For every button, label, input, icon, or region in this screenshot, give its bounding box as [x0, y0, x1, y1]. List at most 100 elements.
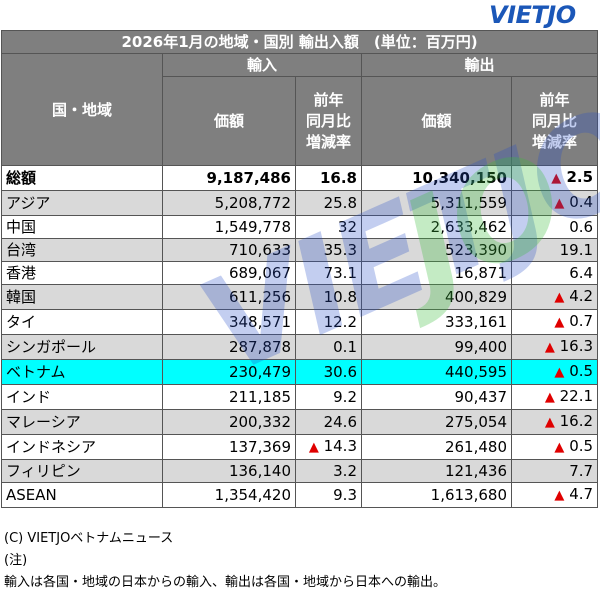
cell-import: 137,369	[162, 434, 296, 460]
cell-value: 9,187,486	[206, 169, 291, 187]
cell-export-yoy: ▲ 22.1	[510, 384, 599, 410]
cell-value: インド	[6, 388, 52, 406]
cell-export-yoy: ▲ 0.7	[510, 309, 599, 335]
cell-value: 32	[337, 218, 357, 236]
cell-import: 611,256	[162, 284, 296, 310]
cell-value: 137,369	[228, 438, 291, 456]
cell-export: 5,311,559	[361, 190, 512, 216]
cell-value: 689,067	[228, 264, 291, 282]
cell-import: 710,633	[162, 238, 296, 262]
cell-value: 0.5	[569, 437, 594, 455]
cell-value: 211,185	[228, 388, 291, 406]
cell-export: 333,161	[361, 309, 512, 335]
cell-value: 9.3	[333, 486, 357, 504]
cell-value: 348,571	[228, 313, 291, 331]
cell-import-yoy: 3.2	[295, 459, 362, 483]
cell-value: 710,633	[228, 241, 291, 259]
cell-name: マレーシア	[1, 409, 163, 435]
cell-value: 4.7	[569, 485, 594, 503]
cell-import-yoy: 0.1	[295, 334, 362, 360]
cell-import: 689,067	[162, 261, 296, 285]
cell-value: 5,311,559	[430, 194, 507, 212]
cell-value: インドネシア	[6, 438, 97, 456]
cell-import-yoy: 35.3	[295, 238, 362, 262]
cell-name: 総額	[1, 165, 163, 191]
note-text: 輸入は各国・地域の日本からの輸入、輸出は各国・地域から日本への輸出。	[4, 575, 447, 590]
cell-value: 10,340,150	[412, 169, 507, 187]
cell-value: 523,390	[444, 241, 507, 259]
negative-triangle-icon: ▲	[544, 340, 555, 355]
copyright: (C) VIETJOベトナムニュース	[4, 531, 174, 546]
cell-value: 1,613,680	[430, 486, 507, 504]
table-row: アジア 5,208,772 25.8 5,311,559 ▲ 0.4	[1, 190, 599, 216]
cell-value: 10.8	[323, 288, 357, 306]
cell-value: 4.2	[569, 287, 594, 305]
cell-import-yoy: 30.6	[295, 359, 362, 385]
table-row: 香港 689,067 73.1 16,871 6.4	[1, 261, 599, 285]
cell-value: マレーシア	[6, 413, 81, 431]
table-row: ASEAN 1,354,420 9.3 1,613,680 ▲ 4.7	[1, 482, 599, 508]
cell-name: インドネシア	[1, 434, 163, 460]
cell-import: 211,185	[162, 384, 296, 410]
cell-value: 1,354,420	[214, 486, 291, 504]
cell-export: 10,340,150	[361, 165, 512, 191]
cell-value: 30.6	[323, 363, 357, 381]
cell-export-yoy: ▲ 0.5	[510, 359, 599, 385]
table-row: タイ 348,571 12.2 333,161 ▲ 0.7	[1, 309, 599, 335]
cell-name: インド	[1, 384, 163, 410]
cell-value: 14.3	[323, 437, 357, 455]
table-row: 中国 1,549,778 32 2,633,462 0.6	[1, 215, 599, 239]
cell-import-yoy: 10.8	[295, 284, 362, 310]
cell-value: 16.3	[559, 337, 594, 355]
cell-value: 2.5	[566, 168, 594, 186]
cell-value: 261,480	[444, 438, 507, 456]
cell-value: 5,208,772	[214, 194, 291, 212]
cell-value: 16,871	[454, 264, 508, 282]
cell-value: 中国	[6, 218, 37, 236]
cell-value: シンガポール	[6, 338, 97, 356]
negative-triangle-icon: ▲	[554, 290, 565, 305]
cell-import-yoy: 9.3	[295, 482, 362, 508]
cell-export: 99,400	[361, 334, 512, 360]
cell-export-yoy: ▲ 0.5	[510, 434, 599, 460]
cell-import-yoy: 12.2	[295, 309, 362, 335]
cell-export: 440,595	[361, 359, 512, 385]
cell-export: 400,829	[361, 284, 512, 310]
cell-import-yoy: 73.1	[295, 261, 362, 285]
cell-export: 1,613,680	[361, 482, 512, 508]
cell-name: ASEAN	[1, 482, 163, 508]
cell-value: 香港	[6, 264, 37, 282]
cell-import-yoy: 9.2	[295, 384, 362, 410]
import-yoy-header: 前年 同月比 増減率	[295, 76, 362, 166]
cell-value: 台湾	[6, 241, 37, 259]
cell-import: 9,187,486	[162, 165, 296, 191]
cell-value: 0.6	[569, 218, 594, 236]
negative-triangle-icon: ▲	[554, 488, 565, 503]
cell-export-yoy: ▲ 2.5	[510, 165, 599, 191]
cell-import: 1,354,420	[162, 482, 296, 508]
cell-export-yoy: 7.7	[510, 459, 599, 483]
region-header: 国・地域	[1, 53, 163, 166]
cell-name: タイ	[1, 309, 163, 335]
cell-import-yoy: ▲ 14.3	[295, 434, 362, 460]
cell-value: 9.2	[333, 388, 357, 406]
cell-name: 韓国	[1, 284, 163, 310]
cell-name: アジア	[1, 190, 163, 216]
cell-import-yoy: 32	[295, 215, 362, 239]
table-row: 総額 9,187,486 16.8 10,340,150 ▲ 2.5	[1, 165, 599, 191]
cell-name: ベトナム	[1, 359, 163, 385]
cell-import: 287,878	[162, 334, 296, 360]
cell-export: 121,436	[361, 459, 512, 483]
table-row: 台湾 710,633 35.3 523,390 19.1	[1, 238, 599, 262]
cell-value: ASEAN	[6, 486, 57, 504]
export-value-header: 価額	[361, 76, 512, 166]
cell-name: シンガポール	[1, 334, 163, 360]
table-row: フィリピン 136,140 3.2 121,436 7.7	[1, 459, 599, 483]
cell-value: 136,140	[228, 462, 291, 480]
cell-import: 230,479	[162, 359, 296, 385]
trade-table: 2026年1月の地域・国別 輸出入額 (単位：百万円) 国・地域 輸入 輸出 価…	[0, 30, 599, 508]
cell-value: 90,437	[454, 388, 508, 406]
cell-import-yoy: 16.8	[295, 165, 362, 191]
cell-import-yoy: 24.6	[295, 409, 362, 435]
cell-export: 523,390	[361, 238, 512, 262]
